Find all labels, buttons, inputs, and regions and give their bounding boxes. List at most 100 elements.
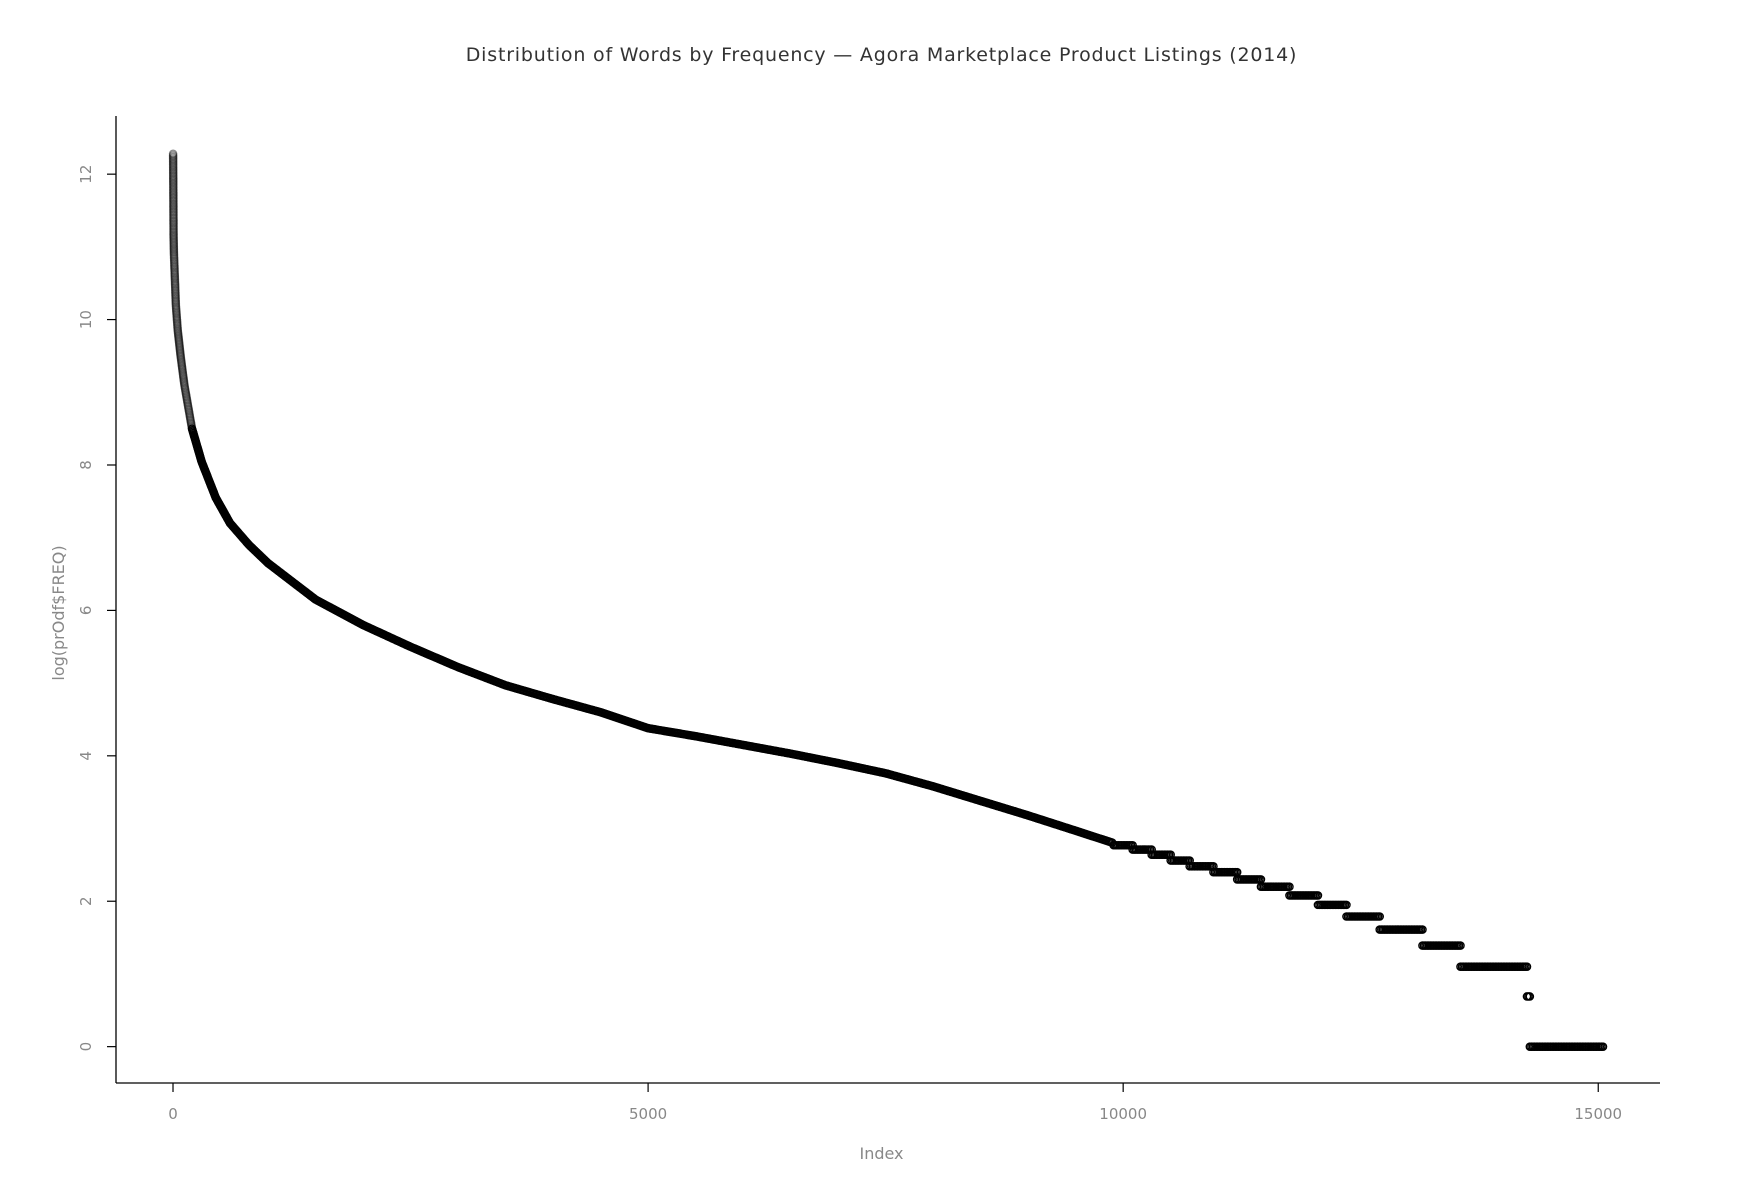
data-point	[170, 268, 179, 278]
data-point	[186, 419, 196, 429]
data-point	[169, 222, 178, 231]
data-point	[172, 307, 181, 316]
data-point	[168, 154, 178, 163]
data-point	[175, 344, 185, 353]
data-point	[169, 249, 179, 259]
data-point	[187, 421, 196, 430]
data-point	[177, 363, 187, 373]
y-tick-label: 2	[77, 896, 95, 906]
data-point	[168, 149, 178, 159]
data-point	[184, 405, 194, 415]
data-point	[174, 335, 184, 344]
data-point	[169, 184, 178, 194]
data-point	[175, 341, 184, 350]
data-point	[168, 174, 178, 183]
data-point	[174, 336, 184, 346]
data-point	[170, 284, 180, 294]
y-tick-label: 8	[77, 460, 95, 470]
data-point	[169, 237, 179, 247]
data-point	[174, 338, 184, 347]
data-point	[170, 280, 180, 289]
x-tick-label: 10000	[1099, 1105, 1147, 1123]
data-point	[169, 212, 178, 222]
data-point	[169, 217, 178, 227]
data-point	[178, 371, 188, 381]
data-point	[1522, 962, 1532, 971]
x-axis-label: Index	[859, 1144, 904, 1163]
data-point	[168, 157, 178, 166]
data-point	[175, 342, 184, 352]
data-point	[186, 418, 196, 427]
data-point	[171, 303, 181, 313]
data-point	[169, 186, 178, 196]
data-point	[169, 245, 179, 254]
y-tick-label: 0	[77, 1042, 95, 1052]
data-point	[172, 308, 181, 318]
data-point	[169, 200, 178, 210]
data-point	[169, 209, 178, 219]
data-point	[169, 181, 178, 191]
data-point	[173, 322, 182, 332]
data-point	[173, 324, 182, 334]
x-tick-label: 5000	[629, 1105, 667, 1123]
data-point	[180, 382, 189, 391]
data-point	[183, 402, 193, 412]
data-point	[168, 175, 178, 185]
data-point	[170, 265, 179, 275]
data-point	[169, 248, 179, 257]
data-point	[171, 286, 180, 296]
data-point	[168, 167, 178, 177]
data-point	[168, 152, 178, 162]
data-point	[184, 408, 194, 418]
data-point	[169, 233, 178, 242]
data-point	[175, 347, 185, 356]
data-point	[171, 294, 180, 303]
data-point	[170, 259, 179, 268]
chart-title: Distribution of Words by Frequency — Ago…	[465, 44, 1298, 66]
data-point	[1418, 925, 1427, 934]
data-point	[173, 326, 183, 335]
data-point	[169, 195, 178, 205]
data-point	[170, 278, 180, 288]
data-point	[185, 411, 195, 421]
data-point	[168, 161, 178, 171]
data-point	[180, 385, 190, 394]
data-point	[177, 362, 187, 371]
data-point	[175, 348, 185, 358]
data-point	[170, 281, 180, 291]
data-point	[1456, 941, 1465, 950]
data-point	[180, 380, 189, 390]
data-point	[169, 226, 178, 236]
y-axis-label: log(prOdf$FREQ)	[49, 545, 68, 681]
data-point	[169, 180, 178, 189]
data-point	[1375, 912, 1384, 921]
y-tick-label: 12	[77, 165, 95, 184]
data-point	[186, 414, 195, 424]
data-point	[169, 236, 178, 245]
data-point	[169, 183, 178, 192]
data-point	[170, 264, 179, 273]
data-point	[169, 202, 178, 211]
data-point	[1598, 1042, 1608, 1051]
data-point	[177, 359, 186, 368]
data-point	[182, 396, 192, 405]
data-point	[170, 275, 180, 284]
data-point	[183, 397, 192, 407]
data-point	[169, 257, 179, 267]
data-point	[169, 203, 178, 213]
data-point	[179, 377, 189, 387]
data-point	[181, 390, 191, 399]
data-point	[172, 318, 182, 327]
data-point	[176, 354, 186, 364]
data-point	[169, 256, 179, 265]
data-point	[181, 388, 191, 398]
data-point	[169, 234, 178, 244]
data-point	[173, 327, 183, 337]
data-point	[183, 400, 193, 410]
data-point	[169, 198, 178, 208]
data-point	[169, 246, 179, 256]
data-point	[182, 394, 192, 404]
data-point	[170, 273, 180, 283]
data-point	[169, 192, 178, 202]
